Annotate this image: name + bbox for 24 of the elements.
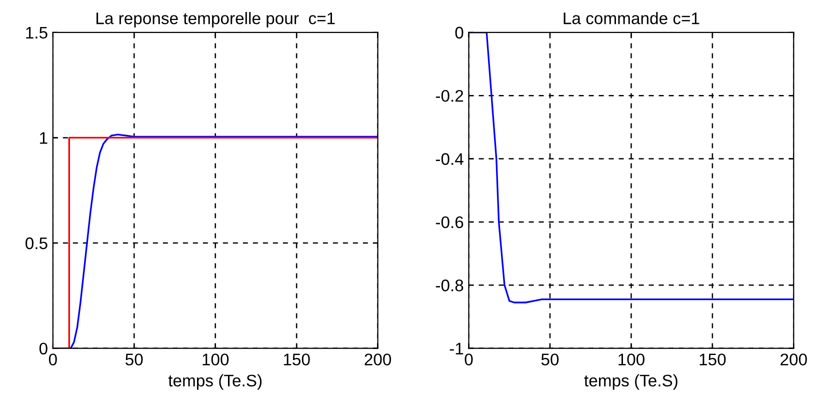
x-tick-label: 150 bbox=[284, 354, 310, 366]
y-tick-label: 0 bbox=[39, 342, 48, 355]
x-axis-title: temps (Te.S) bbox=[584, 374, 678, 390]
x-tick-label: 100 bbox=[618, 354, 644, 366]
chart-title: La commande c=1 bbox=[564, 12, 700, 24]
y-tick-label: -0.2 bbox=[436, 90, 464, 102]
x-tick-label: 100 bbox=[202, 354, 229, 366]
x-tick-label: 150 bbox=[700, 354, 726, 366]
y-tick-label: 0.5 bbox=[26, 237, 48, 250]
x-tick-label: 50 bbox=[541, 354, 559, 366]
y-tick-label: 1.5 bbox=[26, 26, 48, 39]
x-tick-label: 200 bbox=[780, 354, 807, 366]
y-tick-label: -0.6 bbox=[436, 216, 464, 228]
x-tick-label: 50 bbox=[126, 354, 143, 366]
x-axis-title: temps (Te.S) bbox=[168, 374, 262, 390]
x-tick-label: 0 bbox=[48, 354, 57, 366]
y-tick-label: -0.4 bbox=[436, 153, 464, 165]
y-tick-label: 0 bbox=[455, 26, 464, 39]
y-tick-label: 1 bbox=[40, 132, 48, 144]
chart-title: La reponse temporelle pour c=1 bbox=[96, 12, 335, 28]
y-tick-label: -1 bbox=[450, 342, 464, 354]
y-tick-label: -0.8 bbox=[436, 280, 464, 292]
x-tick-label: 0 bbox=[464, 354, 473, 366]
x-tick-label: 200 bbox=[364, 354, 392, 366]
